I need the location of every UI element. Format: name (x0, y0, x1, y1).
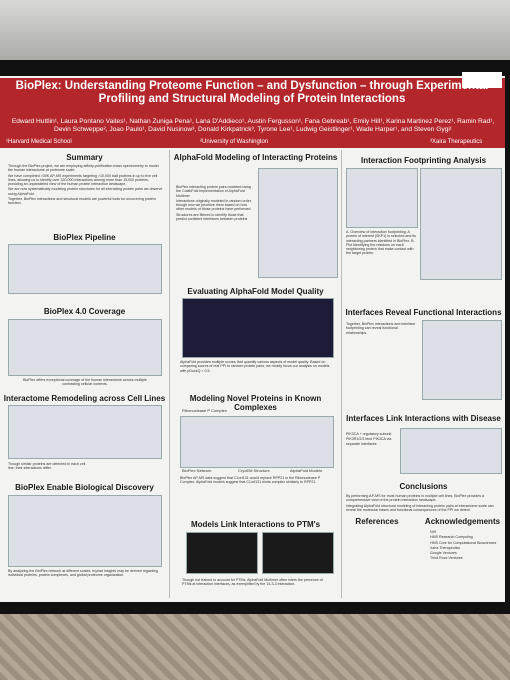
paragraph: We have completed >30K AP-MS experiments… (8, 173, 158, 187)
paragraph: Together, BioPlex interactions and inter… (346, 322, 416, 335)
paragraph: Though similar proteins are detected in … (8, 462, 86, 471)
paragraph: By analyzing the BioPlex network at diff… (8, 569, 158, 578)
floor (0, 612, 510, 680)
paragraph: Third Rock Ventures (430, 556, 463, 561)
affiliation: ³Xaira Therapeutics (430, 139, 483, 145)
title: BioPlex: Understanding Proteome Function… (15, 80, 489, 105)
section-heading: BioPlex 4.0 Coverage (43, 307, 126, 316)
section-heading: Evaluating AlphaFold Model Quality (187, 287, 324, 296)
section-heading: AlphaFold Modeling of Interacting Protei… (173, 153, 338, 162)
paragraph: Interactions originally modeled in rando… (176, 198, 252, 212)
paragraph: PIK3R1/2/3 bind PIK3CA via separate inte… (346, 437, 392, 446)
authors: Edward Huttlin¹, Laura Pontano Vaites¹, … (11, 118, 495, 133)
paragraph: By performing AP-MS for most human prote… (346, 494, 485, 503)
section-text: BioPlex AP-MS data suggest that C1orf131… (180, 476, 332, 486)
title-band (0, 78, 505, 148)
figure (180, 416, 334, 468)
section-heading: BioPlex Pipeline (53, 233, 116, 242)
paragraph: Xaira Therapeutics (430, 545, 461, 550)
section-text: Though similar proteins are detected in … (8, 462, 88, 472)
section-heading: BioPlex Enable Biological Discovery (15, 483, 154, 492)
figure (422, 320, 502, 400)
paragraph: Structures are filtered to identify thos… (176, 212, 248, 222)
section-text: BioPlex interacting protein pairs modele… (176, 185, 254, 222)
paragraph: Through the BioPlex project, we are empl… (8, 164, 159, 173)
affiliation: ²University of Washington (200, 139, 269, 145)
divider (169, 150, 170, 598)
section-text: A. Overview of interaction footprinting.… (346, 230, 418, 257)
section-heading: Summary (66, 153, 103, 162)
paragraph: HMS Core for Computational Biosciences (430, 540, 497, 545)
divider (341, 150, 342, 598)
section-text: By performing AP-MS for most human prote… (346, 494, 500, 513)
section-heading: Interfaces Link Interactions with Diseas… (346, 414, 501, 423)
figure (400, 428, 502, 474)
section-text: Together, BioPlex interactions and inter… (346, 322, 418, 336)
paragraph: BioPlex offers exceptional coverage of t… (23, 378, 147, 387)
paragraph: BioPlex interacting protein pairs modele… (176, 185, 251, 198)
paragraph: NIH (430, 530, 437, 534)
affiliation: ¹Harvard Medical School (6, 139, 72, 145)
section-heading: References (355, 517, 399, 526)
section-heading: Conclusions (399, 482, 448, 491)
paragraph: Google Ventures (430, 551, 457, 556)
logo (462, 72, 502, 88)
section-text: NIH HMS Research Computing HMS Core for Co… (430, 530, 500, 562)
paragraph: We are now systematically modeling prote… (8, 187, 163, 196)
section-text: AlphaFold provides multiple scores that … (180, 360, 332, 374)
figure-label: BioPlex Network (182, 468, 212, 473)
section-heading: Acknowledgements (424, 517, 501, 526)
figure (186, 532, 258, 574)
section-heading: Models Link Interactions to PTM's (190, 520, 321, 529)
paragraph: A. Overview of interaction footprinting.… (346, 230, 416, 256)
figure (420, 168, 502, 280)
section-text: Through the BioPlex project, we are empl… (8, 164, 163, 207)
paragraph: AlphaFold provides multiple scores that … (180, 360, 330, 373)
paragraph: HMS Research Computing (430, 535, 473, 540)
figure (258, 168, 338, 278)
ceiling (0, 0, 510, 62)
figure (182, 298, 334, 358)
section-text: PIK3CA + regulatory subunit PIK3R1/2/3 bi… (346, 432, 396, 447)
paragraph: Integrating AlphaFold structural modelin… (346, 503, 494, 512)
figure-label: AlphaFold Models (290, 468, 323, 473)
paragraph: PIK3CA + regulatory subunit (346, 432, 392, 436)
section-text: Though not trained to account for PTMs, … (182, 578, 332, 588)
section-heading: Interaction Footprinting Analysis (360, 156, 487, 165)
figure (346, 168, 418, 228)
section-heading: Interfaces Reveal Functional Interaction… (345, 308, 502, 317)
figure-label: Ribonuclease P Complex (182, 408, 227, 413)
paragraph: BioPlex AP-MS data suggest that C1orf131… (180, 476, 321, 485)
figure (8, 405, 162, 459)
figure (8, 244, 162, 294)
section-heading: Modeling Novel Proteins in Known Complex… (189, 394, 322, 412)
paragraph: Though not trained to account for PTMs, … (182, 578, 323, 587)
section-text: BioPlex offers exceptional coverage of t… (20, 378, 150, 388)
figure (8, 319, 162, 376)
paragraph: Together, BioPlex interactions and struc… (8, 197, 156, 206)
section-text: By analyzing the BioPlex network at diff… (8, 569, 163, 579)
figure (262, 532, 334, 574)
figure-label: CryoEM Structure (238, 468, 270, 473)
figure (8, 495, 162, 567)
section-heading: Interactome Remodeling across Cell Lines (3, 394, 166, 403)
